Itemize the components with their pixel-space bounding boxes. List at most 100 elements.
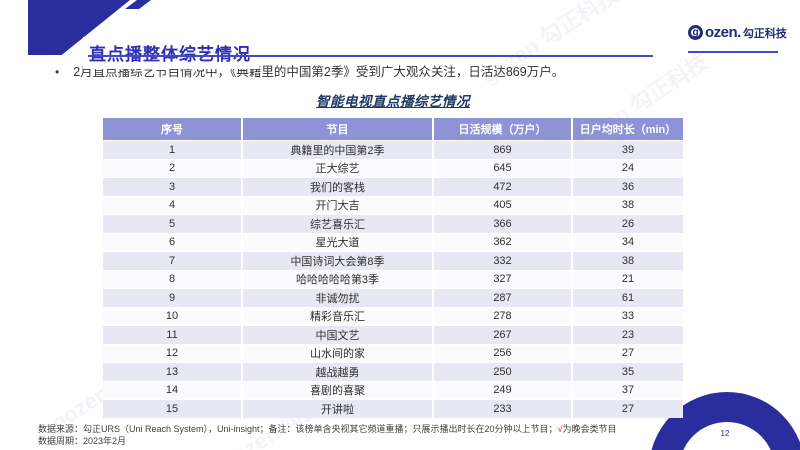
program-table: 序号 节目 日活规模（万户） 日户均时长（min） 1 典籍里的中国第2季 86… [103, 118, 683, 418]
cell-avg-duration: 37 [571, 381, 683, 400]
check-mark: √ [557, 424, 563, 434]
cell-rank: 9 [103, 288, 242, 307]
table-row: 5 综艺喜乐汇 366 26 [103, 214, 683, 233]
cell-avg-duration: 36 [571, 177, 683, 196]
cell-program-name: 正大综艺 [241, 159, 433, 178]
cell-rank: 10 [103, 307, 242, 326]
cell-daily-active: 278 [432, 307, 572, 326]
cell-daily-active: 362 [432, 233, 572, 252]
gozen-logo: g ozen. 勾正科技 [688, 24, 787, 41]
table-row: 13 越战越勇 250 35 [103, 362, 683, 381]
logo-wordmark: ozen. [705, 24, 741, 41]
cell-rank: 5 [103, 214, 242, 233]
cell-avg-duration: 21 [571, 270, 683, 289]
table-header-row: 序号 节目 日活规模（万户） 日户均时长（min） [103, 118, 683, 141]
cell-daily-active: 267 [432, 325, 572, 344]
footnote-source-line: 数据来源：勾正URS（Uni Reach System），Uni-insight… [38, 423, 617, 435]
cell-program-name: 哈哈哈哈哈第3季 [241, 270, 433, 289]
cell-avg-duration: 33 [571, 307, 683, 326]
table-row: 14 喜剧的喜聚 249 37 [103, 381, 683, 400]
cell-program-name: 越战越勇 [241, 362, 433, 381]
cell-rank: 14 [103, 381, 242, 400]
table-row: 10 精彩音乐汇 278 33 [103, 307, 683, 326]
table-row: 3 我们的客栈 472 36 [103, 177, 683, 196]
cell-daily-active: 405 [432, 196, 572, 215]
cell-rank: 15 [103, 399, 242, 418]
cell-daily-active: 327 [432, 270, 572, 289]
cell-avg-duration: 39 [571, 140, 683, 159]
cell-daily-active: 250 [432, 362, 572, 381]
table-body: 1 典籍里的中国第2季 869 39 2 正大综艺 645 24 3 我们的客栈… [103, 140, 683, 418]
cell-daily-active: 287 [432, 288, 572, 307]
cell-daily-active: 366 [432, 214, 572, 233]
cell-rank: 4 [103, 196, 242, 215]
table-row: 1 典籍里的中国第2季 869 39 [103, 140, 683, 159]
footnote-period-line: 数据周期：2023年2月 [38, 436, 127, 446]
table-title: 智能电视直点播综艺情况 [316, 94, 470, 109]
footnote-source-suffix: 为晚会类节目 [562, 424, 617, 434]
table-row: 11 中国文艺 267 23 [103, 325, 683, 344]
logo-underline [688, 51, 778, 53]
cell-rank: 1 [103, 140, 242, 159]
table-row: 9 非诚勿扰 287 61 [103, 288, 683, 307]
cell-avg-duration: 23 [571, 325, 683, 344]
cell-avg-duration: 61 [571, 288, 683, 307]
cell-program-name: 非诚勿扰 [241, 288, 433, 307]
page-title: 直点播整体综艺情况 [83, 37, 259, 70]
footnote: 数据来源：勾正URS（Uni Reach System），Uni-insight… [38, 423, 617, 447]
cell-daily-active: 472 [432, 177, 572, 196]
cell-daily-active: 256 [432, 344, 572, 363]
cell-program-name: 典籍里的中国第2季 [241, 140, 433, 159]
cell-avg-duration: 24 [571, 159, 683, 178]
cell-rank: 11 [103, 325, 242, 344]
column-header-daily-active: 日活规模（万户） [432, 118, 572, 141]
cell-program-name: 中国诗词大会第8季 [241, 251, 433, 270]
cell-avg-duration: 38 [571, 251, 683, 270]
table-row: 2 正大综艺 645 24 [103, 159, 683, 178]
logo-company-name: 勾正科技 [742, 27, 787, 40]
cell-rank: 3 [103, 177, 242, 196]
cell-program-name: 综艺喜乐汇 [241, 214, 433, 233]
cell-rank: 13 [103, 362, 242, 381]
cell-rank: 2 [103, 159, 242, 178]
cell-avg-duration: 35 [571, 362, 683, 381]
cell-daily-active: 645 [432, 159, 572, 178]
cell-rank: 12 [103, 344, 242, 363]
column-header-program: 节目 [241, 118, 433, 141]
cell-program-name: 星光大道 [241, 233, 433, 252]
table-row: 6 星光大道 362 34 [103, 233, 683, 252]
cell-daily-active: 869 [432, 140, 572, 159]
cell-daily-active: 233 [432, 399, 572, 418]
cell-daily-active: 249 [432, 381, 572, 400]
cell-avg-duration: 38 [571, 196, 683, 215]
bullet-dot: • [55, 65, 60, 79]
cell-avg-duration: 27 [571, 399, 683, 418]
footnote-source-text: 数据来源：勾正URS（Uni Reach System），Uni-insight… [38, 424, 558, 434]
column-header-rank: 序号 [103, 118, 242, 141]
column-header-avg-duration: 日户均时长（min） [571, 118, 683, 141]
cell-program-name: 开讲啦 [241, 399, 433, 418]
title-underline [88, 55, 653, 57]
page-number: 12 [720, 429, 730, 438]
cell-program-name: 喜剧的喜聚 [241, 381, 433, 400]
cell-program-name: 我们的客栈 [241, 177, 433, 196]
cell-avg-duration: 27 [571, 344, 683, 363]
cell-rank: 7 [103, 251, 242, 270]
cell-program-name: 精彩音乐汇 [241, 307, 433, 326]
cell-program-name: 中国文艺 [241, 325, 433, 344]
cell-rank: 6 [103, 233, 242, 252]
cell-program-name: 开门大吉 [241, 196, 433, 215]
cell-avg-duration: 26 [571, 214, 683, 233]
cell-daily-active: 332 [432, 251, 572, 270]
table-row: 4 开门大吉 405 38 [103, 196, 683, 215]
gozen-g-icon: g [688, 25, 703, 40]
table-row: 8 哈哈哈哈哈第3季 327 21 [103, 270, 683, 289]
cell-program-name: 山水间的家 [241, 344, 433, 363]
cell-rank: 8 [103, 270, 242, 289]
table-row: 12 山水间的家 256 27 [103, 344, 683, 363]
corner-banner-sliver [125, 0, 151, 9]
table-row: 15 开讲啦 233 27 [103, 399, 683, 418]
cell-avg-duration: 34 [571, 233, 683, 252]
table-row: 7 中国诗词大会第8季 332 38 [103, 251, 683, 270]
